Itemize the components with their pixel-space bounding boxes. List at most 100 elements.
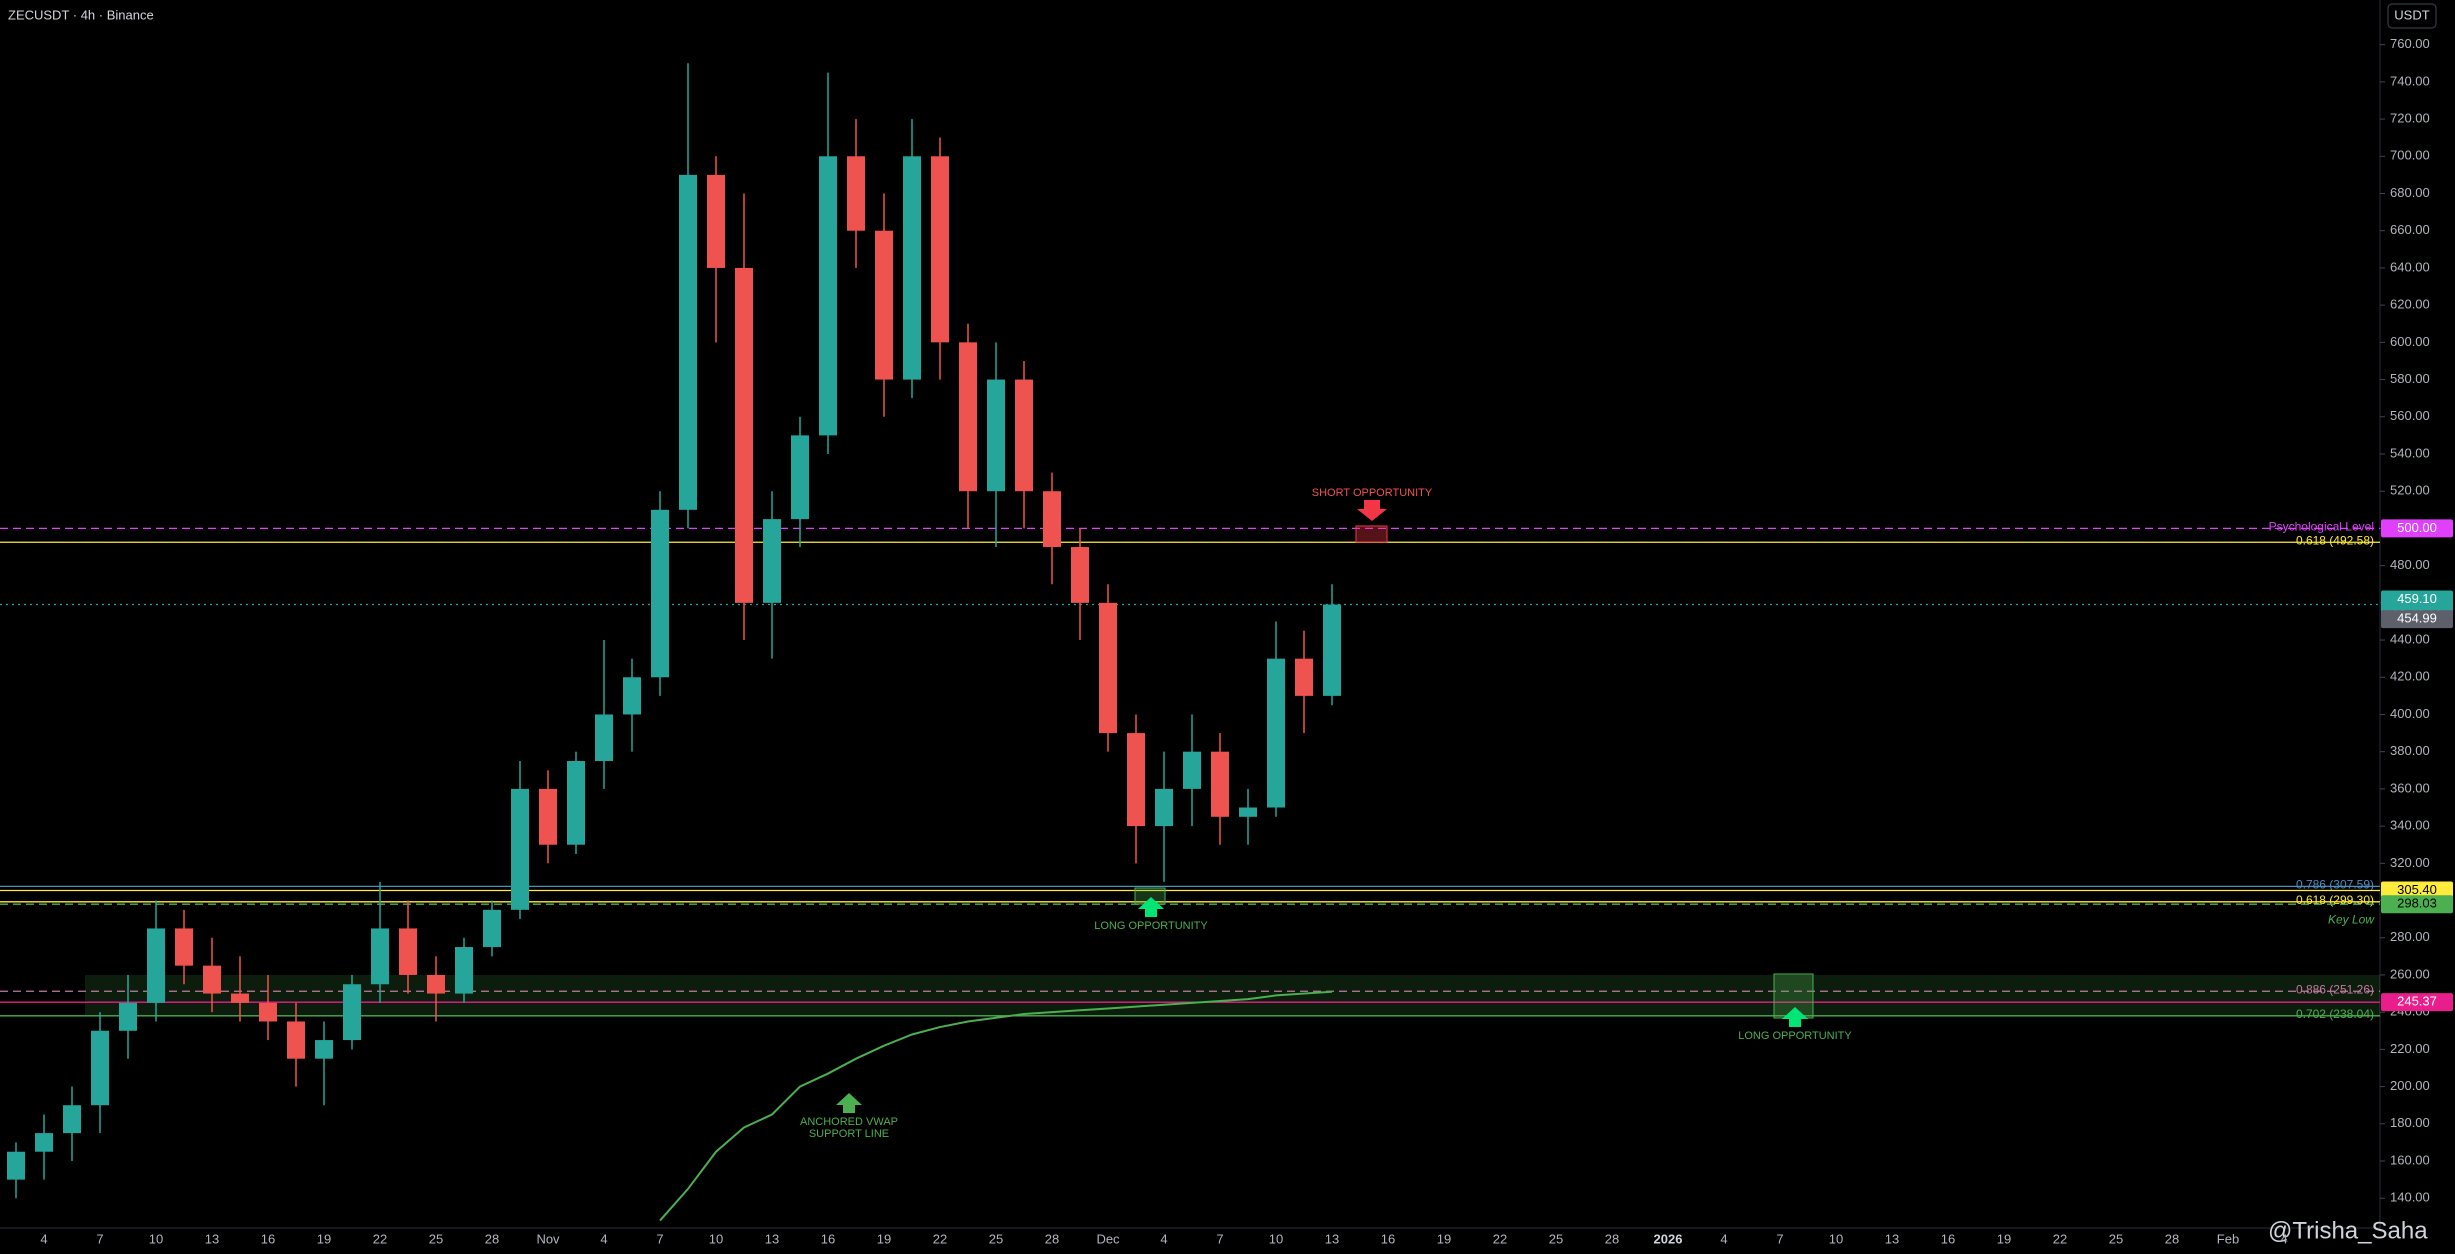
y-tick-label: 400.00 [2390, 706, 2430, 721]
y-tick-label: 420.00 [2390, 669, 2430, 684]
price-tag-label: 245.37 [2397, 994, 2437, 1009]
x-tick-label: 10 [149, 1231, 163, 1246]
watermark: @Trisha_Saha [2268, 1217, 2428, 1244]
candle-body [1211, 751, 1229, 817]
x-tick-label: 13 [765, 1231, 779, 1246]
long-arrow [1782, 1007, 1808, 1027]
price-tag-label: 305.40 [2397, 882, 2437, 897]
y-tick-label: 640.00 [2390, 259, 2430, 274]
candle-body [959, 342, 977, 492]
currency-button[interactable] [2387, 3, 2437, 29]
candle-body [595, 714, 613, 761]
candle-body [1267, 658, 1285, 808]
y-tick-label: 260.00 [2390, 966, 2430, 981]
price-tag [2381, 610, 2453, 629]
candle-body [287, 1021, 305, 1059]
vwap-annotation: SUPPORT LINE [809, 1128, 889, 1140]
y-tick-label: 560.00 [2390, 408, 2430, 423]
candle-body [707, 174, 725, 268]
x-tick-label: 13 [1325, 1231, 1339, 1246]
x-tick-label: 22 [2053, 1231, 2067, 1246]
y-tick-label: 200.00 [2390, 1078, 2430, 1093]
level-label: Psychological Level [2269, 520, 2374, 534]
y-tick-label: 160.00 [2390, 1152, 2430, 1167]
candle-body [231, 993, 249, 1003]
candle-body [1099, 602, 1117, 734]
candle-body [623, 677, 641, 715]
y-tick-label: 320.00 [2390, 855, 2430, 870]
candle-body [147, 928, 165, 1003]
y-tick-label: 220.00 [2390, 1041, 2430, 1056]
x-tick-label: 4 [2280, 1231, 2287, 1246]
candle-body [763, 519, 781, 603]
level-label: 0.618 (492.58) [2296, 533, 2374, 547]
short-arrow [1357, 500, 1387, 521]
x-tick-label: 2026 [1654, 1231, 1683, 1246]
y-tick-label: 340.00 [2390, 818, 2430, 833]
x-tick-label: 16 [1381, 1231, 1395, 1246]
x-tick-label: 25 [989, 1231, 1003, 1246]
short-annotation: SHORT OPPORTUNITY [1312, 487, 1433, 499]
x-tick-label: 7 [96, 1231, 103, 1246]
x-tick-label: 7 [1776, 1231, 1783, 1246]
candle-body [119, 1002, 137, 1031]
y-tick-label: 760.00 [2390, 36, 2430, 51]
candle-body [539, 788, 557, 845]
y-tick-label: 740.00 [2390, 73, 2430, 88]
x-tick-label: 4 [40, 1231, 47, 1246]
x-tick-label: 10 [709, 1231, 723, 1246]
x-tick-label: 19 [877, 1231, 891, 1246]
candle-body [511, 788, 529, 910]
x-tick-label: 16 [1941, 1231, 1955, 1246]
y-tick-label: 480.00 [2390, 557, 2430, 572]
candle-body [343, 984, 361, 1041]
candle-body [847, 156, 865, 231]
long-annotation: LONG OPPORTUNITY [1738, 1030, 1852, 1042]
symbol-title: ZECUSDT · 4h · Binance [8, 7, 154, 22]
x-tick-label: 22 [933, 1231, 947, 1246]
candle-body [987, 379, 1005, 492]
x-tick-label: 25 [2109, 1231, 2123, 1246]
price-tag-label: 500.00 [2397, 520, 2437, 535]
candle-body [427, 974, 445, 994]
y-tick-label: 180.00 [2390, 1115, 2430, 1130]
candle-body [1015, 379, 1033, 492]
candle-body [679, 174, 697, 510]
y-tick-label: 620.00 [2390, 297, 2430, 312]
x-tick-label: 7 [1216, 1231, 1223, 1246]
x-tick-label: 19 [1997, 1231, 2011, 1246]
candle-body [735, 267, 753, 603]
x-tick-label: 19 [317, 1231, 331, 1246]
y-tick-label: 540.00 [2390, 445, 2430, 460]
candle-body [1183, 751, 1201, 789]
y-tick-label: 660.00 [2390, 222, 2430, 237]
candle-body [91, 1030, 109, 1106]
candle-body [903, 156, 921, 380]
x-tick-label: 4 [600, 1231, 607, 1246]
candle-body [931, 156, 949, 343]
candle-body [483, 909, 501, 948]
candle-body [455, 947, 473, 994]
candle-body [819, 156, 837, 436]
x-tick-label: 4 [1720, 1231, 1727, 1246]
x-tick-label: Nov [536, 1231, 560, 1246]
price-tag [2381, 993, 2453, 1012]
x-tick-label: 25 [429, 1231, 443, 1246]
y-tick-label: 140.00 [2390, 1190, 2430, 1205]
x-tick-label: 19 [1437, 1231, 1451, 1246]
x-tick-label: 10 [1829, 1231, 1843, 1246]
level-label: 0.886 (251.26) [2296, 982, 2374, 996]
candle-body [371, 928, 389, 985]
x-tick-label: 28 [1605, 1231, 1619, 1246]
currency-label[interactable]: USDT [2394, 7, 2429, 22]
price-tag-label: 459.10 [2397, 591, 2437, 606]
y-tick-label: 580.00 [2390, 371, 2430, 386]
x-tick-label: 16 [821, 1231, 835, 1246]
level-label: 0.786 (307.59) [2296, 878, 2374, 892]
x-tick-label: 25 [1549, 1231, 1563, 1246]
candle-body [1323, 604, 1341, 696]
price-tag [2381, 895, 2453, 914]
